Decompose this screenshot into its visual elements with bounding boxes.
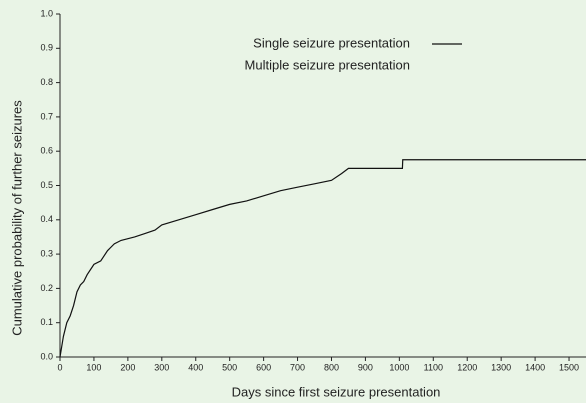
x-tick-label: 700 — [290, 362, 305, 372]
x-tick-label: 100 — [86, 362, 101, 372]
x-axis-label: Days since first seizure presentation — [232, 384, 441, 399]
y-tick-label: 0.3 — [40, 248, 53, 258]
y-tick-label: 0.8 — [40, 77, 53, 87]
line — [59, 159, 586, 358]
y-tick-label: 0.7 — [40, 111, 53, 121]
x-tick-label: 600 — [256, 362, 271, 372]
x-tick-label: 800 — [324, 362, 339, 372]
y-tick-label: 1.0 — [40, 8, 53, 18]
y-axis-label: Cumulative probability of further seizur… — [9, 100, 24, 336]
x-tick-label: 1300 — [491, 362, 511, 372]
x-tick-label: 200 — [120, 362, 135, 372]
y-tick-label: 0.6 — [40, 146, 53, 156]
x-tick-label: 900 — [358, 362, 373, 372]
y-tick-label: 0.9 — [40, 43, 53, 53]
y-tick-label: 0.5 — [40, 180, 53, 190]
x-tick-label: 1500 — [559, 362, 579, 372]
legend-label: Multiple seizure presentation — [245, 57, 410, 72]
y-tick-label: 0.2 — [40, 283, 53, 293]
x-tick-label: 1400 — [525, 362, 545, 372]
y-tick-label: 0.1 — [40, 317, 53, 327]
legend-label: Single seizure presentation — [253, 35, 410, 50]
x-tick-label: 1000 — [389, 362, 409, 372]
x-tick-label: 500 — [222, 362, 237, 372]
y-tick-label: 0.4 — [40, 214, 53, 224]
x-tick-label: 300 — [154, 362, 169, 372]
x-tick-label: 1100 — [424, 362, 443, 372]
x-tick-label: 1200 — [457, 362, 477, 372]
y-tick-label: 0.0 — [40, 351, 53, 361]
x-tick-label: 400 — [188, 362, 203, 372]
x-tick-label: 0 — [57, 362, 62, 372]
